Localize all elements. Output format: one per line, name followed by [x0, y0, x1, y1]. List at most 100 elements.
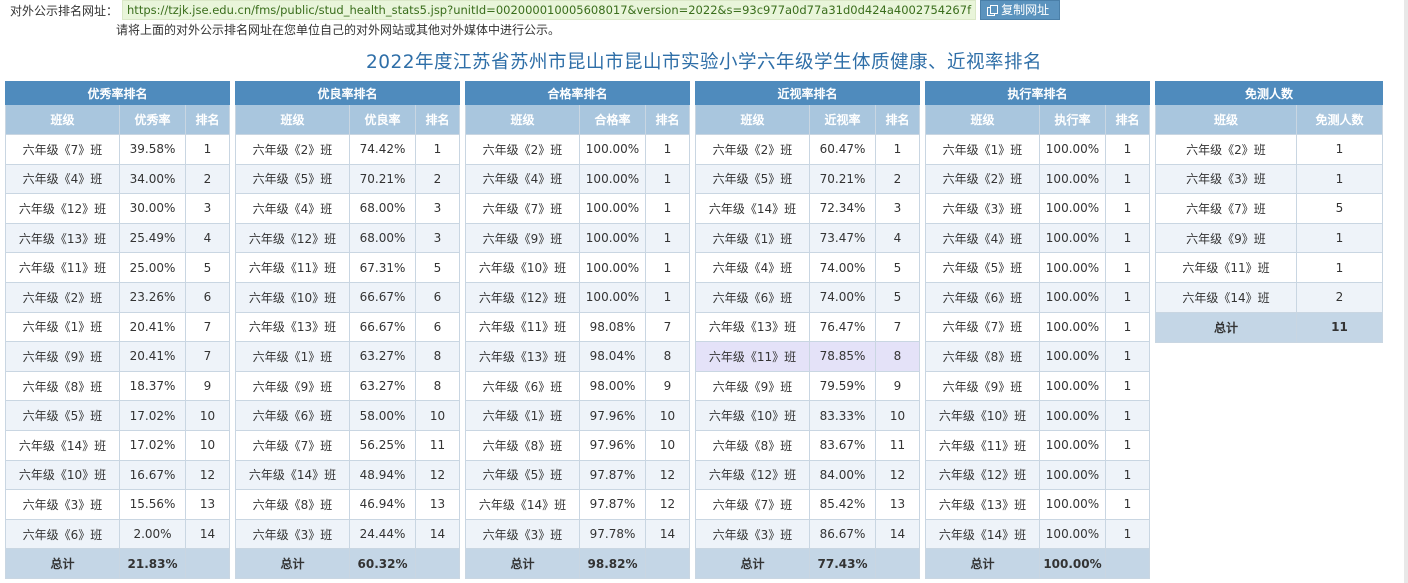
rank-cell: 1: [415, 134, 460, 165]
class-name-cell: 六年级《2》班: [235, 134, 350, 165]
total-row: 总计 60.32%: [235, 548, 460, 580]
table-row: 六年级《13》班 100.00% 1: [925, 489, 1150, 520]
public-url-field[interactable]: https://tzjk.jse.edu.cn/fms/public/stud_…: [122, 0, 977, 20]
rank-cell: 1: [875, 134, 920, 165]
scrollbar[interactable]: [1404, 0, 1408, 583]
column-header: 班级: [925, 104, 1040, 135]
table-title: 优良率排名: [235, 81, 460, 105]
rate-cell: 100.00%: [1039, 311, 1106, 343]
rate-cell: 100.00%: [1039, 459, 1106, 491]
class-name-cell: 六年级《4》班: [235, 193, 350, 224]
rank-cell: 6: [415, 281, 460, 313]
page-title: 2022年度江苏省苏州市昆山市昆山市实验小学六年级学生体质健康、近视率排名: [365, 52, 1043, 73]
table-row: 六年级《7》班 56.25% 11: [235, 429, 460, 461]
rate-cell: 25.00%: [119, 252, 186, 283]
class-name-cell: 六年级《10》班: [235, 281, 350, 313]
table-row: 六年级《14》班 48.94% 12: [235, 459, 460, 491]
rate-cell: 100.00%: [1039, 518, 1106, 550]
column-header: 排名: [415, 104, 460, 135]
class-name-cell: 六年级《13》班: [5, 222, 120, 254]
total-rank: [185, 548, 230, 580]
class-name-cell: 六年级《5》班: [695, 163, 810, 195]
rank-cell: 12: [415, 459, 460, 491]
rank-cell: 1: [1105, 222, 1150, 254]
rate-cell: 24.44%: [349, 518, 416, 550]
rank-cell: 12: [185, 459, 230, 491]
publish-hint: 请将上面的对外公示排名网址在您单位自己的对外网站或其他对外媒体中进行公示。: [116, 23, 561, 37]
table-row: 六年级《9》班 79.59% 9: [695, 370, 920, 402]
class-name-cell: 六年级《8》班: [925, 341, 1040, 372]
table-row: 六年级《2》班 100.00% 1: [925, 163, 1150, 195]
rate-cell: 100.00%: [579, 252, 646, 283]
rank-cell: 1: [1105, 370, 1150, 402]
rate-cell: 100.00%: [579, 193, 646, 224]
rate-cell: 16.67%: [119, 459, 186, 491]
rank-cell: 2: [415, 163, 460, 195]
column-header: 班级: [5, 104, 120, 135]
rate-cell: 98.00%: [579, 370, 646, 402]
table-row: 六年级《4》班 68.00% 3: [235, 193, 460, 224]
rank-cell: 1: [645, 163, 690, 195]
rank-cell: 1: [645, 252, 690, 283]
rank-cell: 1: [1105, 193, 1150, 224]
table-title: 合格率排名: [465, 81, 690, 105]
class-name-cell: 六年级《3》班: [465, 518, 580, 550]
total-rank: [415, 548, 460, 580]
class-name-cell: 六年级《14》班: [1155, 281, 1297, 313]
rate-cell: 17.02%: [119, 429, 186, 461]
rank-cell: 7: [875, 311, 920, 343]
class-name-cell: 六年级《10》班: [465, 252, 580, 283]
column-header: 优秀率: [119, 104, 186, 135]
table-row: 六年级《2》班 1: [1155, 134, 1383, 165]
table-row: 六年级《14》班 97.87% 12: [465, 489, 690, 520]
rate-cell: 68.00%: [349, 193, 416, 224]
class-name-cell: 六年级《1》班: [695, 222, 810, 254]
rate-cell: 72.34%: [809, 193, 876, 224]
public-url-bar: 对外公示排名网址： https://tzjk.jse.edu.cn/fms/pu…: [10, 0, 1061, 20]
table-row: 六年级《11》班 100.00% 1: [925, 429, 1150, 461]
table-row: 六年级《1》班 97.96% 10: [465, 400, 690, 431]
ranking-tables: 优秀率排名 班级 优秀率 排名 六年级《7》班 39.58% 1 六年级《4》班 34.00% 2…: [5, 81, 1388, 580]
rate-cell: 100.00%: [579, 134, 646, 165]
table-row: 六年级《10》班 66.67% 6: [235, 281, 460, 313]
total-rank: [875, 548, 920, 580]
column-header: 近视率: [809, 104, 876, 135]
table-row: 六年级《12》班 84.00% 12: [695, 459, 920, 491]
table-row: 六年级《2》班 74.42% 1: [235, 134, 460, 165]
table-row: 六年级《5》班 70.21% 2: [235, 163, 460, 195]
table-row: 六年级《9》班 1: [1155, 222, 1383, 254]
exempt-count-cell: 5: [1296, 193, 1383, 224]
class-name-cell: 六年级《2》班: [1155, 134, 1297, 165]
rate-cell: 48.94%: [349, 459, 416, 491]
copy-url-button[interactable]: 复制网址: [980, 0, 1061, 20]
class-name-cell: 六年级《4》班: [465, 163, 580, 195]
rank-cell: 1: [645, 222, 690, 254]
class-name-cell: 六年级《11》班: [235, 252, 350, 283]
rank-cell: 12: [645, 489, 690, 520]
rate-cell: 100.00%: [1039, 281, 1106, 313]
table-row: 六年级《1》班 73.47% 4: [695, 222, 920, 254]
table-row: 六年级《6》班 58.00% 10: [235, 400, 460, 431]
class-name-cell: 六年级《12》班: [925, 459, 1040, 491]
class-name-cell: 六年级《13》班: [465, 341, 580, 372]
rank-cell: 1: [645, 134, 690, 165]
rate-cell: 100.00%: [1039, 489, 1106, 520]
table-row: 六年级《10》班 100.00% 1: [465, 252, 690, 283]
total-rate: 100.00%: [1039, 548, 1106, 580]
rate-cell: 66.67%: [349, 311, 416, 343]
rate-cell: 74.00%: [809, 252, 876, 283]
rate-cell: 67.31%: [349, 252, 416, 283]
rank-cell: 1: [185, 134, 230, 165]
rate-cell: 63.27%: [349, 370, 416, 402]
table-row: 六年级《5》班 70.21% 2: [695, 163, 920, 195]
rank-cell: 3: [415, 222, 460, 254]
rate-cell: 83.67%: [809, 429, 876, 461]
column-header: 执行率: [1039, 104, 1106, 135]
table-row: 六年级《9》班 63.27% 8: [235, 370, 460, 402]
rate-cell: 100.00%: [1039, 252, 1106, 283]
rate-cell: 83.33%: [809, 400, 876, 431]
rank-cell: 11: [875, 429, 920, 461]
table-title: 近视率排名: [695, 81, 920, 105]
rank-cell: 5: [875, 281, 920, 313]
class-name-cell: 六年级《4》班: [925, 222, 1040, 254]
